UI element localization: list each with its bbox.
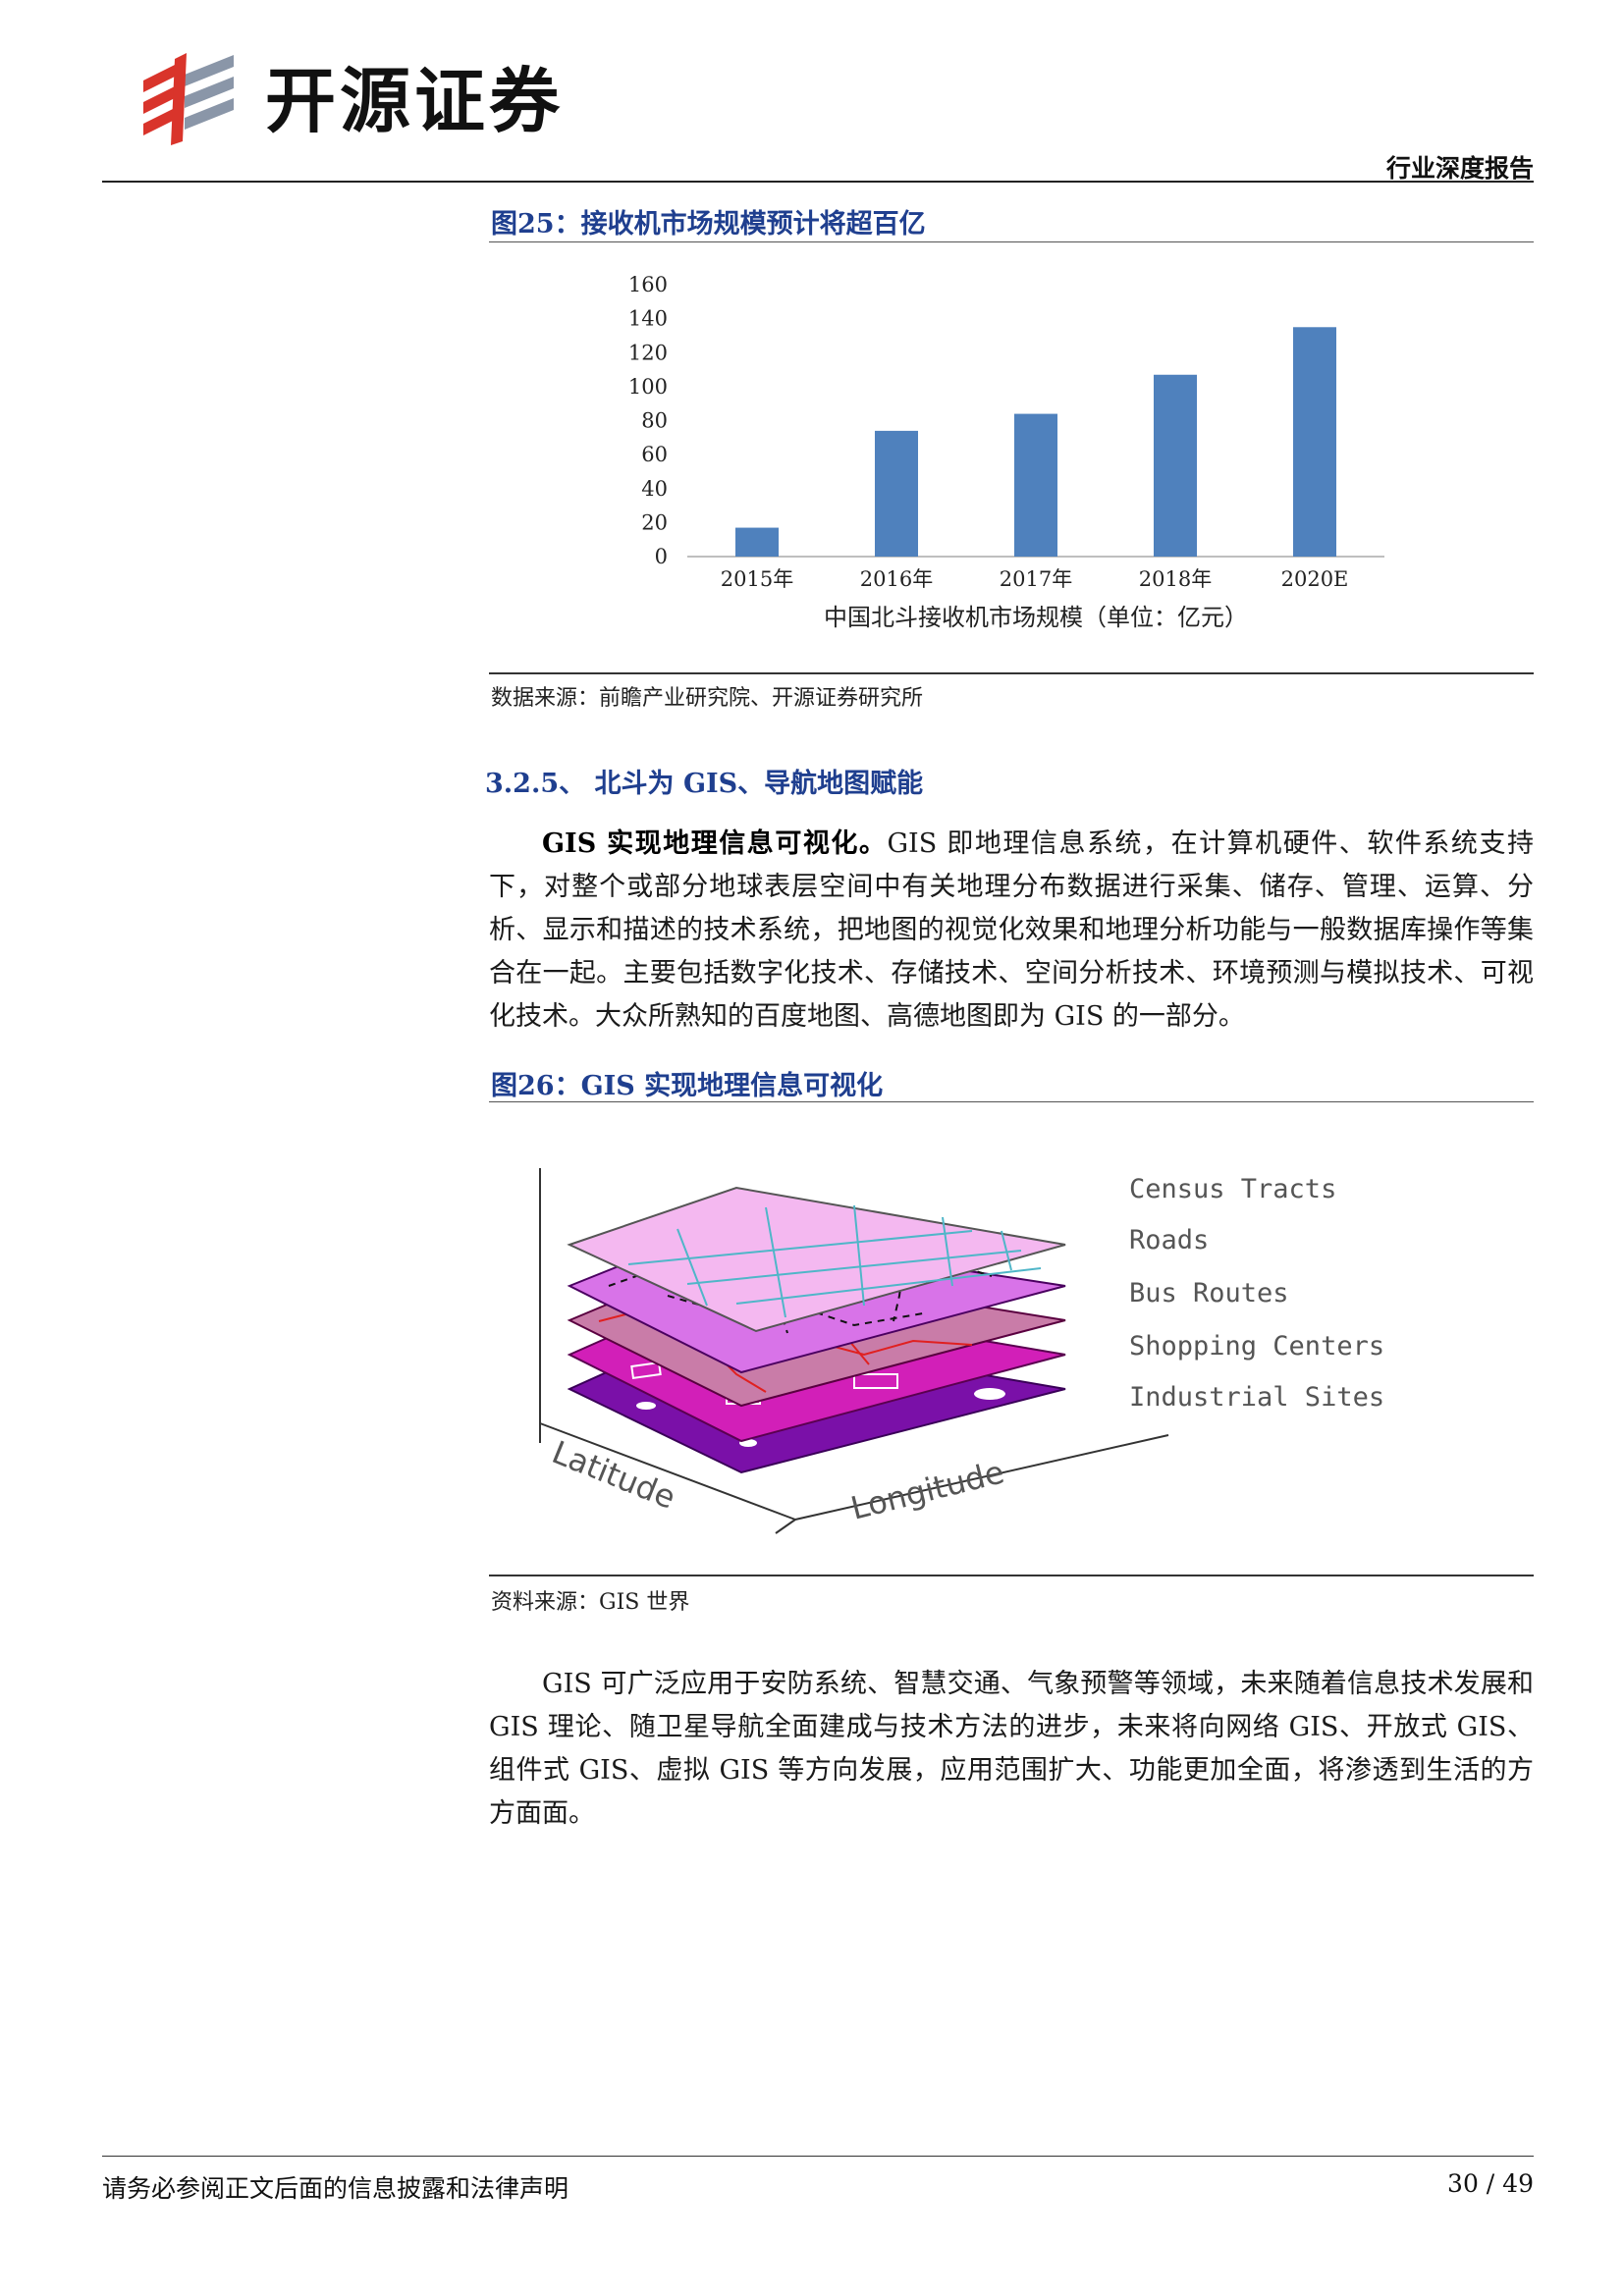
figure25-title: 图25：接收机市场规模预计将超百亿 <box>491 202 926 240</box>
y-tick-label: 20 <box>641 510 668 534</box>
bar-2018年 <box>1154 375 1197 557</box>
layer-label-shopping-centers: Shopping Centers <box>1129 1331 1384 1362</box>
layer-label-industrial-sites: Industrial Sites <box>1129 1382 1384 1413</box>
y-tick-label: 100 <box>628 375 668 399</box>
figure25-source: 数据来源：前瞻产业研究院、开源证券研究所 <box>491 680 923 712</box>
x-tick-label: 2020E <box>1281 567 1349 591</box>
axis-label-longitude: Longitude <box>847 1453 1008 1526</box>
figure26-source: 资料来源：GIS 世界 <box>491 1584 689 1616</box>
bar-2016年 <box>875 431 918 557</box>
layer-label-bus-routes: Bus Routes <box>1129 1278 1289 1308</box>
report-type: 行业深度报告 <box>1386 149 1534 185</box>
figure26-top-rule <box>489 1101 1534 1102</box>
y-tick-label: 140 <box>628 307 668 331</box>
layer-label-roads: Roads <box>1129 1225 1209 1255</box>
bar-2015年 <box>735 528 779 557</box>
y-tick-label: 120 <box>628 341 668 364</box>
company-logo-icon <box>135 51 244 145</box>
y-tick-label: 80 <box>641 409 668 433</box>
footer-disclaimer: 请务必参阅正文后面的信息披露和法律声明 <box>102 2169 568 2205</box>
y-tick-label: 160 <box>628 273 668 296</box>
bar-2017年 <box>1014 414 1057 557</box>
figure26-bottom-rule <box>489 1575 1534 1576</box>
paragraph-body: GIS 即地理信息系统，在计算机硬件、软件系统支持下，对整个或部分地球表层空间中… <box>489 828 1534 1032</box>
figure25-top-rule <box>489 241 1534 242</box>
header-divider <box>102 181 1534 183</box>
paragraph-gis-outlook: GIS 可广泛应用于安防系统、智慧交通、气象预警等领域，未来随着信息技术发展和 … <box>489 1663 1534 1836</box>
y-tick-label: 40 <box>641 477 668 501</box>
page-number: 30 / 49 <box>1447 2169 1534 2198</box>
figure25-bottom-rule <box>489 672 1534 674</box>
figure25-bar-chart: 0 20 40 60 80 100 120 140 160 2015年 2016年 2017年 2018… <box>628 257 1394 650</box>
x-axis-title: 中国北斗接收机市场规模（单位：亿元） <box>824 604 1248 631</box>
section-heading: 3.2.5、 北斗为 GIS、导航地图赋能 <box>485 762 923 800</box>
paragraph-gis-intro: GIS 实现地理信息可视化。GIS 即地理信息系统，在计算机硬件、软件系统支持下… <box>489 823 1534 1039</box>
footer-divider <box>102 2156 1534 2157</box>
axis-label-latitude: Latitude <box>547 1433 680 1517</box>
y-tick-label: 0 <box>655 545 668 568</box>
figure26-title: 图26：GIS 实现地理信息可视化 <box>491 1064 883 1102</box>
x-tick-label: 2016年 <box>860 567 933 591</box>
y-tick-label: 60 <box>641 443 668 466</box>
paragraph-lead: GIS 实现地理信息可视化。 <box>542 828 887 859</box>
company-name: 开源证券 <box>265 57 564 145</box>
layer-label-census-tracts: Census Tracts <box>1129 1174 1336 1204</box>
x-tick-label: 2015年 <box>721 567 793 591</box>
gis-layers-diagram: Census Tracts Roads Bus Routes Shopping … <box>530 1148 1453 1561</box>
bar-2020E <box>1293 327 1336 557</box>
x-tick-label: 2018年 <box>1139 567 1212 591</box>
x-tick-label: 2017年 <box>1000 567 1072 591</box>
